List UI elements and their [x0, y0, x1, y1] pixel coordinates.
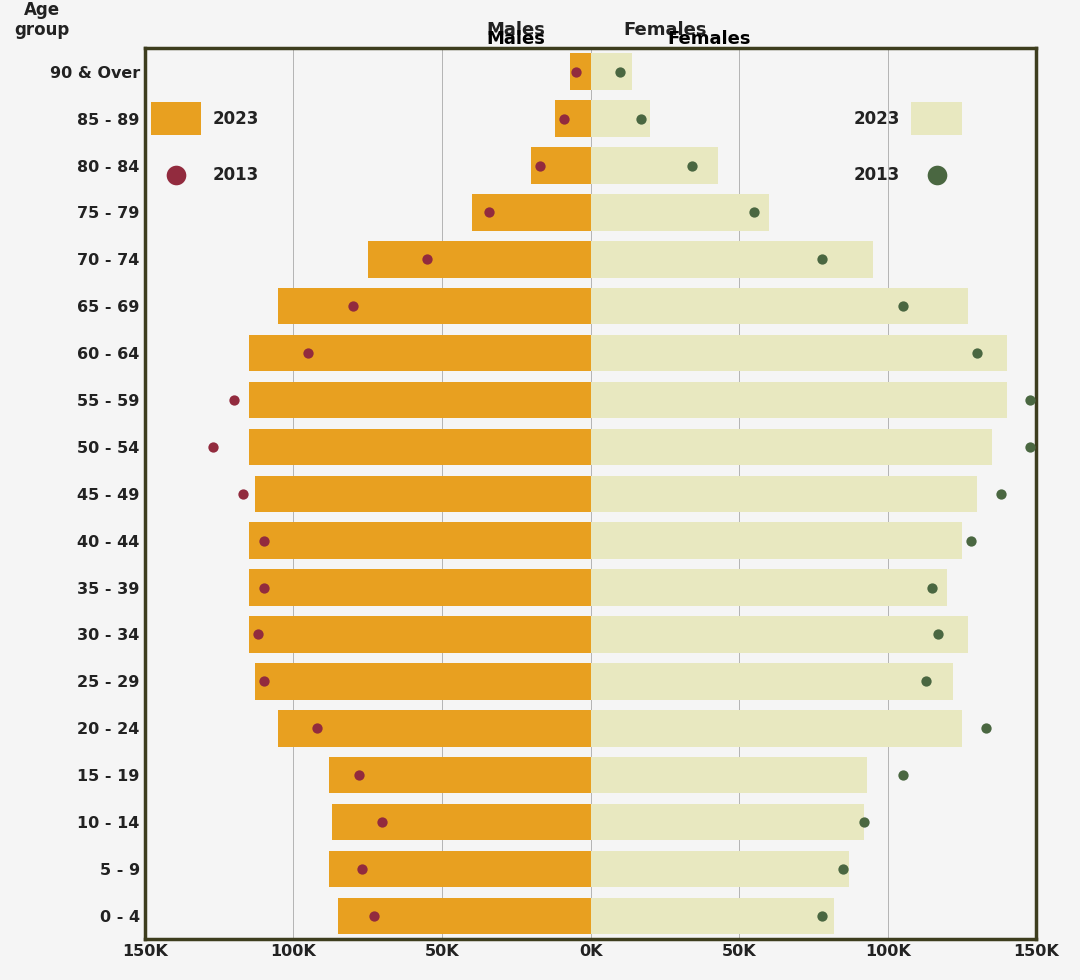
- Point: [894, 298, 912, 314]
- Bar: [591, 241, 873, 277]
- Point: [962, 533, 980, 549]
- Point: [226, 392, 243, 408]
- Point: [255, 533, 272, 549]
- Text: 2023: 2023: [853, 110, 900, 127]
- Point: [928, 167, 945, 182]
- FancyBboxPatch shape: [150, 102, 201, 135]
- Point: [977, 720, 995, 736]
- Bar: [472, 194, 591, 230]
- Bar: [591, 147, 718, 184]
- Bar: [591, 710, 962, 747]
- Point: [299, 345, 316, 361]
- Point: [374, 814, 391, 830]
- Bar: [531, 147, 591, 184]
- Point: [167, 167, 185, 182]
- Point: [345, 298, 362, 314]
- Point: [611, 64, 629, 79]
- Point: [923, 580, 941, 596]
- Bar: [255, 475, 591, 513]
- Point: [350, 767, 367, 783]
- Text: Males: Males: [487, 30, 545, 48]
- Bar: [591, 663, 953, 700]
- Point: [633, 111, 650, 126]
- Point: [481, 205, 498, 220]
- Bar: [255, 663, 591, 700]
- Bar: [591, 54, 632, 90]
- Bar: [591, 382, 1007, 418]
- Bar: [248, 569, 591, 606]
- Point: [255, 580, 272, 596]
- Bar: [591, 288, 968, 324]
- Text: Females: Females: [667, 30, 751, 48]
- Text: 2013: 2013: [213, 166, 259, 184]
- Point: [894, 767, 912, 783]
- Point: [204, 439, 221, 455]
- Bar: [591, 851, 849, 887]
- Bar: [329, 757, 591, 794]
- Bar: [279, 288, 591, 324]
- Point: [855, 814, 873, 830]
- Y-axis label: Age
group: Age group: [14, 1, 70, 39]
- Bar: [248, 428, 591, 466]
- Point: [930, 626, 947, 642]
- Bar: [248, 522, 591, 559]
- Bar: [279, 710, 591, 747]
- Point: [418, 252, 435, 268]
- Bar: [591, 194, 769, 230]
- Bar: [591, 335, 1007, 371]
- Point: [1022, 392, 1039, 408]
- Bar: [591, 428, 991, 466]
- Bar: [555, 100, 591, 137]
- Bar: [248, 616, 591, 653]
- Bar: [332, 804, 591, 841]
- Point: [555, 111, 572, 126]
- Bar: [248, 382, 591, 418]
- Point: [255, 673, 272, 689]
- Point: [835, 861, 852, 877]
- Point: [567, 64, 584, 79]
- Point: [1022, 439, 1039, 455]
- Point: [249, 626, 267, 642]
- Text: 2013: 2013: [853, 166, 900, 184]
- Point: [353, 861, 370, 877]
- Bar: [591, 898, 834, 934]
- Text: Females: Females: [623, 22, 706, 39]
- Point: [309, 720, 326, 736]
- Bar: [591, 100, 650, 137]
- Text: Males: Males: [487, 22, 545, 39]
- Point: [813, 908, 831, 924]
- Bar: [591, 804, 864, 841]
- FancyBboxPatch shape: [912, 102, 962, 135]
- Bar: [338, 898, 591, 934]
- Bar: [591, 569, 947, 606]
- Bar: [591, 616, 968, 653]
- Bar: [591, 757, 867, 794]
- Point: [813, 252, 831, 268]
- Bar: [591, 522, 962, 559]
- Point: [365, 908, 382, 924]
- Point: [683, 158, 700, 173]
- Point: [968, 345, 985, 361]
- Bar: [367, 241, 591, 277]
- Point: [993, 486, 1010, 502]
- Bar: [329, 851, 591, 887]
- Bar: [248, 335, 591, 371]
- Point: [531, 158, 549, 173]
- Point: [745, 205, 762, 220]
- Point: [918, 673, 935, 689]
- Bar: [569, 54, 591, 90]
- Bar: [591, 475, 976, 513]
- Point: [234, 486, 252, 502]
- Text: 2023: 2023: [213, 110, 259, 127]
